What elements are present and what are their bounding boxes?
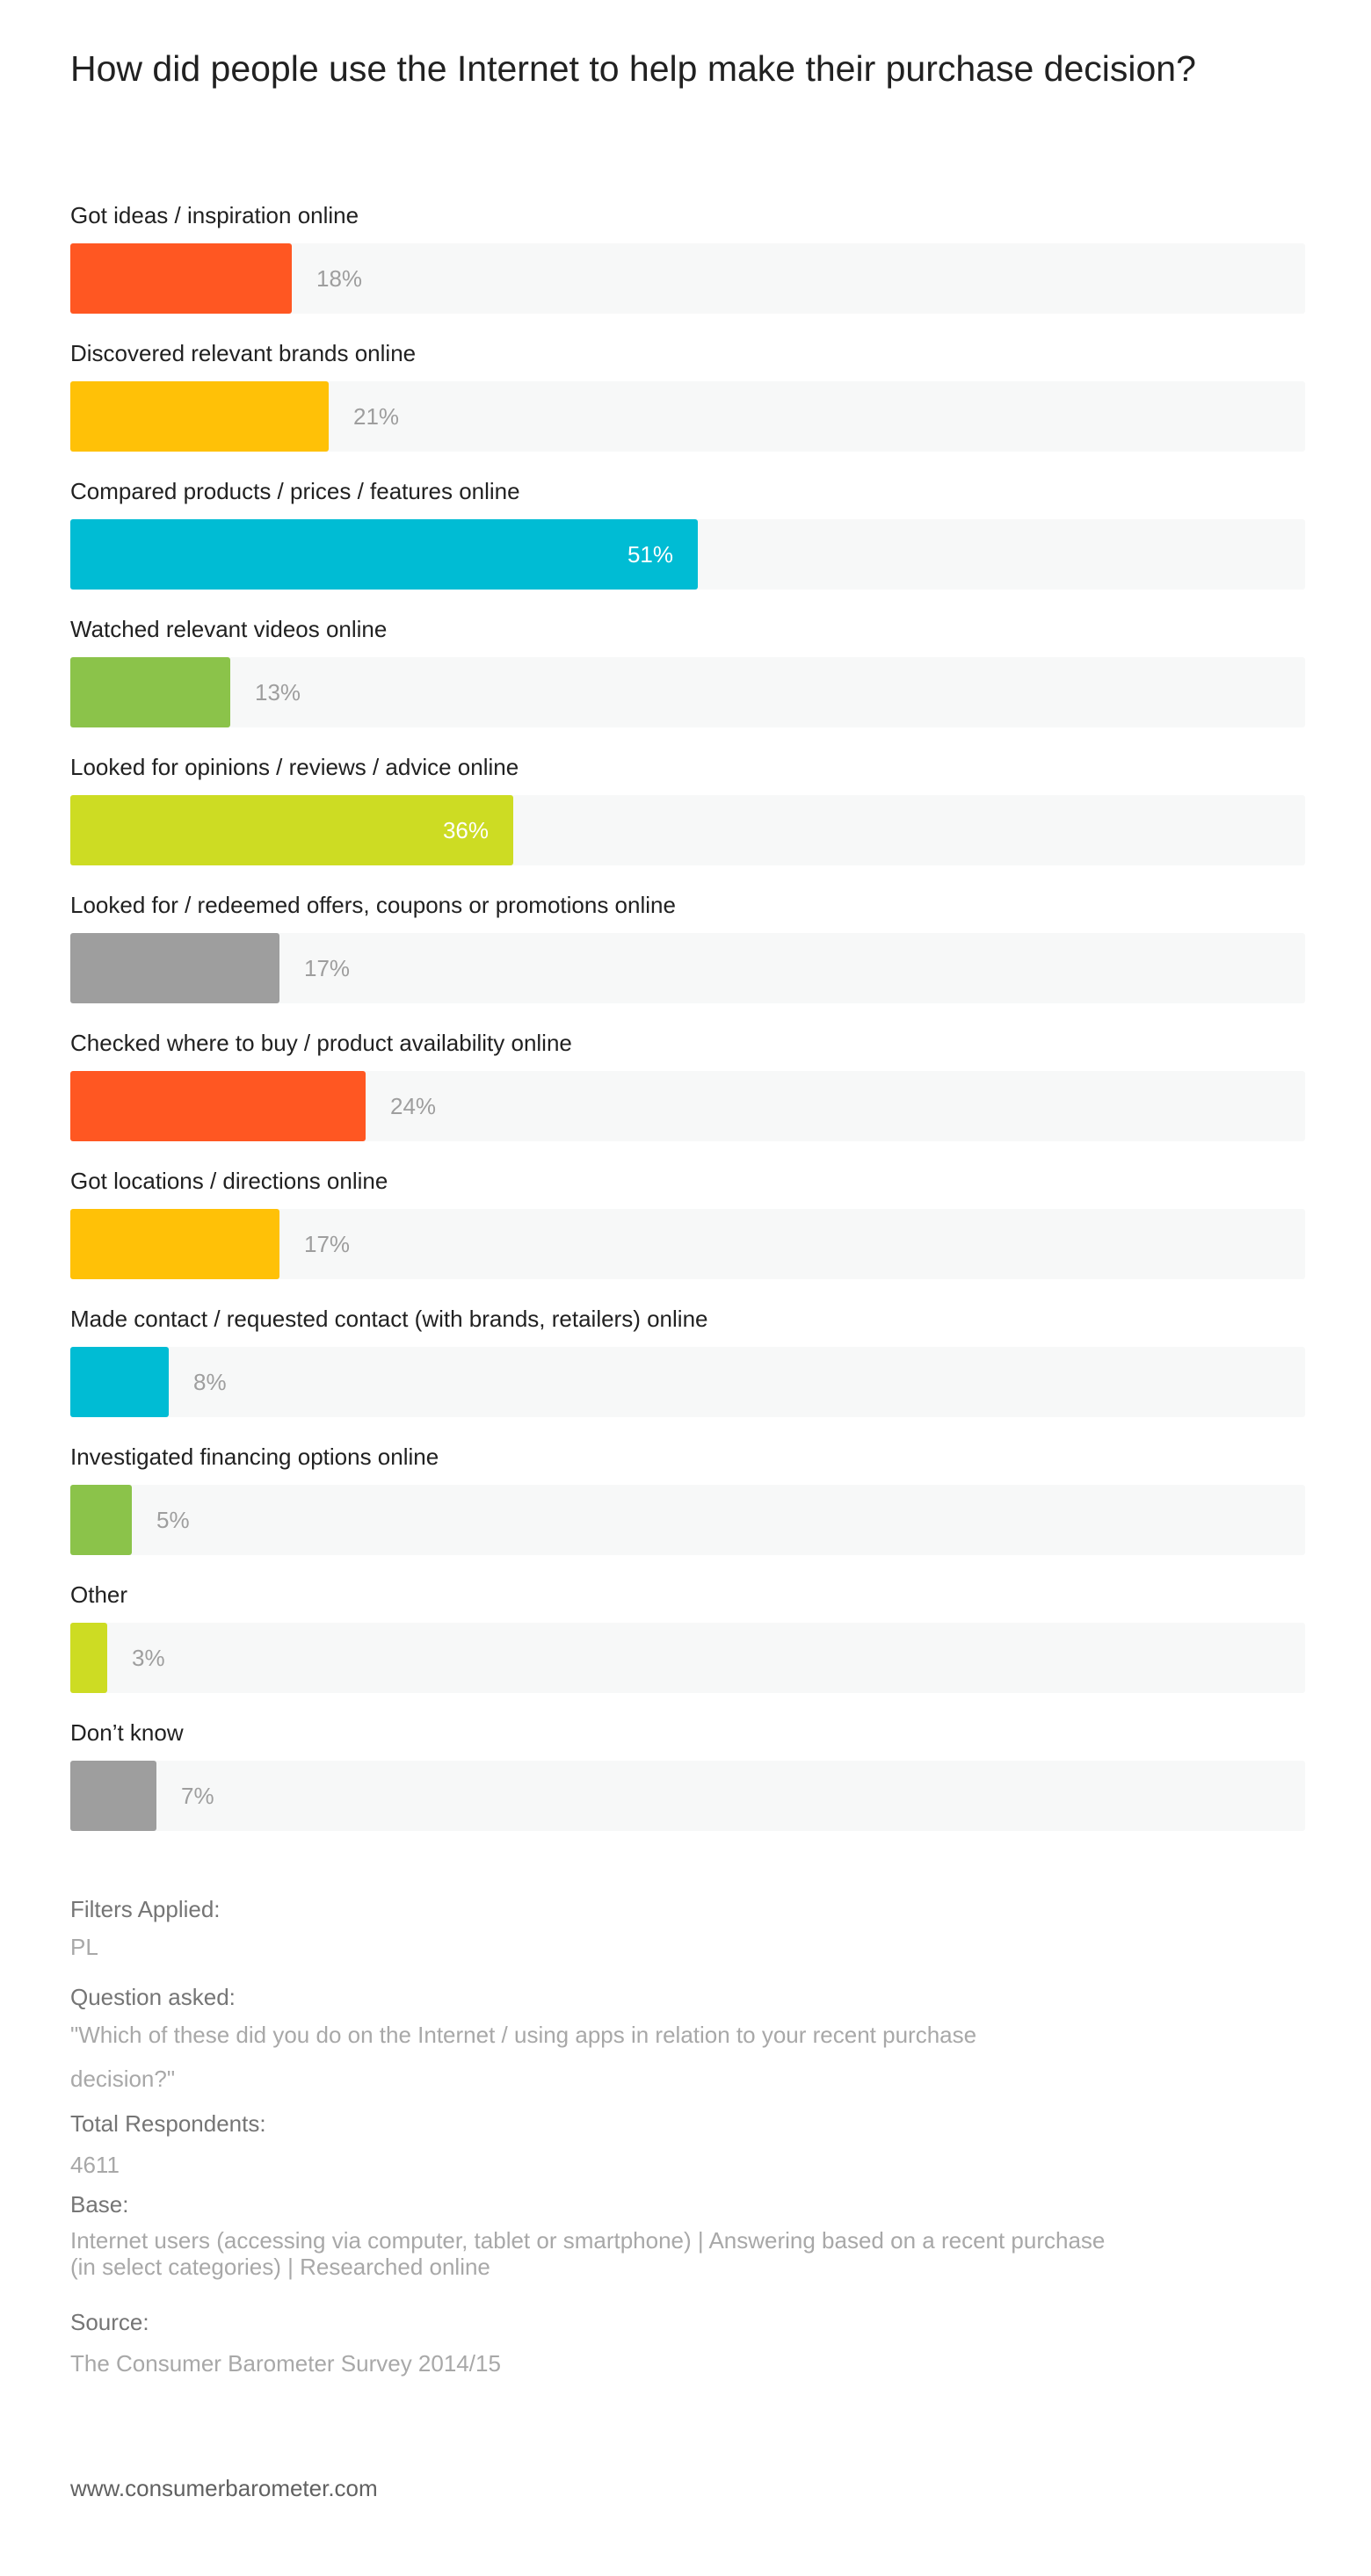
bar-row: Looked for opinions / reviews / advice o… (70, 749, 1305, 887)
bar-row: Made contact / requested contact (with b… (70, 1301, 1305, 1439)
bar (70, 933, 279, 1003)
bar-category-label: Looked for / redeemed offers, coupons or… (70, 892, 676, 918)
bar-value-label: 13% (255, 679, 301, 706)
bar-value-label: 17% (304, 955, 351, 981)
source-label: Source: (70, 2309, 149, 2335)
bar (70, 795, 513, 865)
bar-chart: Got ideas / inspiration online 18% Discove… (70, 198, 1305, 1853)
respondents-value: 4611 (70, 2152, 120, 2178)
bar (70, 519, 698, 590)
question-label: Question asked: (70, 1984, 236, 2010)
bar (70, 1209, 279, 1279)
bar-track: 3% (70, 1623, 1305, 1693)
bar-value-label: 8% (193, 1369, 227, 1395)
bar (70, 1623, 107, 1693)
bar (70, 657, 230, 727)
bar-category-label: Compared products / prices / features on… (70, 478, 520, 504)
bar-row: Compared products / prices / features on… (70, 474, 1305, 611)
bar-category-label: Discovered relevant brands online (70, 340, 417, 366)
bar-track: 36% (70, 795, 1305, 865)
bar-row: Got locations / directions online 17% (70, 1163, 1305, 1301)
bar-track: 8% (70, 1347, 1305, 1417)
bar-track: 51% (70, 519, 1305, 590)
base-line-2: (in select categories) | Researched onli… (70, 2254, 490, 2280)
respondents-label: Total Respondents: (70, 2110, 266, 2137)
website-link[interactable]: www.consumerbarometer.com (70, 2475, 378, 2501)
bar-track: 13% (70, 657, 1305, 727)
bar-value-label: 7% (181, 1783, 214, 1809)
bar (70, 243, 292, 314)
bar-value-label: 3% (132, 1645, 165, 1671)
bar-row: Got ideas / inspiration online 18% (70, 198, 1305, 336)
bar-category-label: Checked where to buy / product availabil… (70, 1030, 572, 1056)
bar (70, 1071, 366, 1141)
bar-track: 18% (70, 243, 1305, 314)
bar-category-label: Don’t know (70, 1719, 184, 1746)
bar-track: 21% (70, 381, 1305, 452)
bar-category-label: Watched relevant videos online (70, 616, 388, 642)
bar-category-label: Investigated financing options online (70, 1444, 439, 1470)
bar (70, 381, 329, 452)
bar-value-label: 51% (627, 541, 673, 568)
bar (70, 1761, 156, 1831)
bar-row: Watched relevant videos online 13% (70, 611, 1305, 749)
source-value: The Consumer Barometer Survey 2014/15 (70, 2350, 501, 2377)
bar-row: Looked for / redeemed offers, coupons or… (70, 887, 1305, 1025)
bar-track: 5% (70, 1485, 1305, 1555)
bar-row: Other 3% (70, 1577, 1305, 1715)
bar-row: Investigated financing options online 5% (70, 1439, 1305, 1577)
bar-category-label: Got locations / directions online (70, 1168, 388, 1194)
page-title: How did people use the Internet to help … (70, 48, 1196, 89)
filters-value: PL (70, 1934, 98, 1960)
bar-track: 7% (70, 1761, 1305, 1831)
bar-track: 17% (70, 933, 1305, 1003)
bar-track: 17% (70, 1209, 1305, 1279)
bar (70, 1485, 132, 1555)
bar-value-label: 21% (353, 403, 400, 430)
bar-category-label: Got ideas / inspiration online (70, 202, 359, 228)
bar-category-label: Other (70, 1581, 128, 1608)
bar-value-label: 17% (304, 1231, 351, 1257)
bar-value-label: 36% (442, 817, 489, 843)
bar-value-label: 18% (316, 265, 363, 292)
bar-row: Checked where to buy / product availabil… (70, 1025, 1305, 1163)
bar-track: 24% (70, 1071, 1305, 1141)
base-label: Base: (70, 2191, 129, 2218)
base-line-1: Internet users (accessing via computer, … (70, 2227, 1106, 2254)
bar-category-label: Made contact / requested contact (with b… (70, 1306, 708, 1332)
bar-category-label: Looked for opinions / reviews / advice o… (70, 754, 519, 780)
filters-label: Filters Applied: (70, 1896, 221, 1922)
question-line-2: decision?" (70, 2066, 176, 2092)
question-line-1: "Which of these did you do on the Intern… (70, 2022, 977, 2048)
bar-value-label: 5% (156, 1507, 190, 1533)
bar-row: Discovered relevant brands online 21% (70, 336, 1305, 474)
bar-value-label: 24% (390, 1093, 437, 1119)
bar (70, 1347, 169, 1417)
chart-footer: Filters Applied: PL Question asked: "Whi… (70, 1893, 1213, 2385)
bar-row: Don’t know 7% (70, 1715, 1305, 1853)
